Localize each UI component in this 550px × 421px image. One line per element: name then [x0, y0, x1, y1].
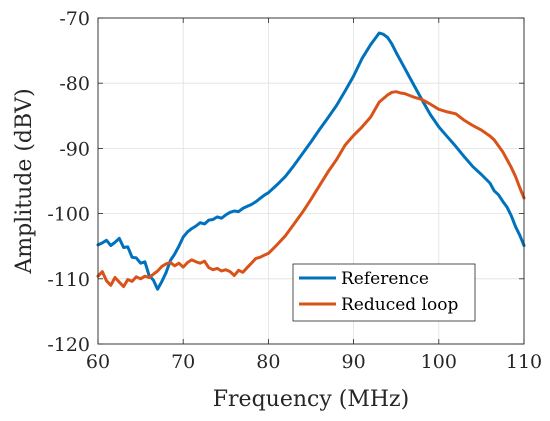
tick-labels: 60 70 80 90 100 110 -120 -110 -100 -90 -80 -70 — [47, 8, 542, 373]
y-tick-label: -110 — [47, 269, 90, 291]
plot-frame — [97, 17, 525, 345]
x-axis-label: Frequency (MHz) — [213, 387, 409, 412]
series-line-reference — [96, 31, 526, 291]
y-axis-label: Amplitude (dBV) — [12, 88, 37, 274]
grid — [97, 17, 525, 345]
x-tick-label: 100 — [421, 351, 457, 373]
legend-label-reduced-loop: Reduced loop — [341, 295, 458, 315]
x-tick-label: 110 — [506, 351, 542, 373]
ticks — [97, 17, 525, 345]
y-tick-label: -80 — [59, 73, 90, 95]
x-tick-label: 60 — [86, 351, 110, 373]
x-tick-label: 80 — [256, 351, 280, 373]
y-tick-label: -120 — [47, 334, 90, 356]
x-tick-label: 70 — [171, 351, 195, 373]
legend: Reference Reduced loop — [292, 263, 476, 322]
y-tick-label: -70 — [59, 8, 90, 30]
legend-label-reference: Reference — [341, 269, 429, 289]
legend-box — [292, 263, 476, 322]
series-line-reduced-loop — [96, 90, 526, 289]
series-layer — [96, 31, 526, 291]
y-tick-label: -90 — [59, 138, 90, 160]
y-tick-label: -100 — [47, 204, 90, 226]
x-tick-label: 90 — [342, 351, 366, 373]
